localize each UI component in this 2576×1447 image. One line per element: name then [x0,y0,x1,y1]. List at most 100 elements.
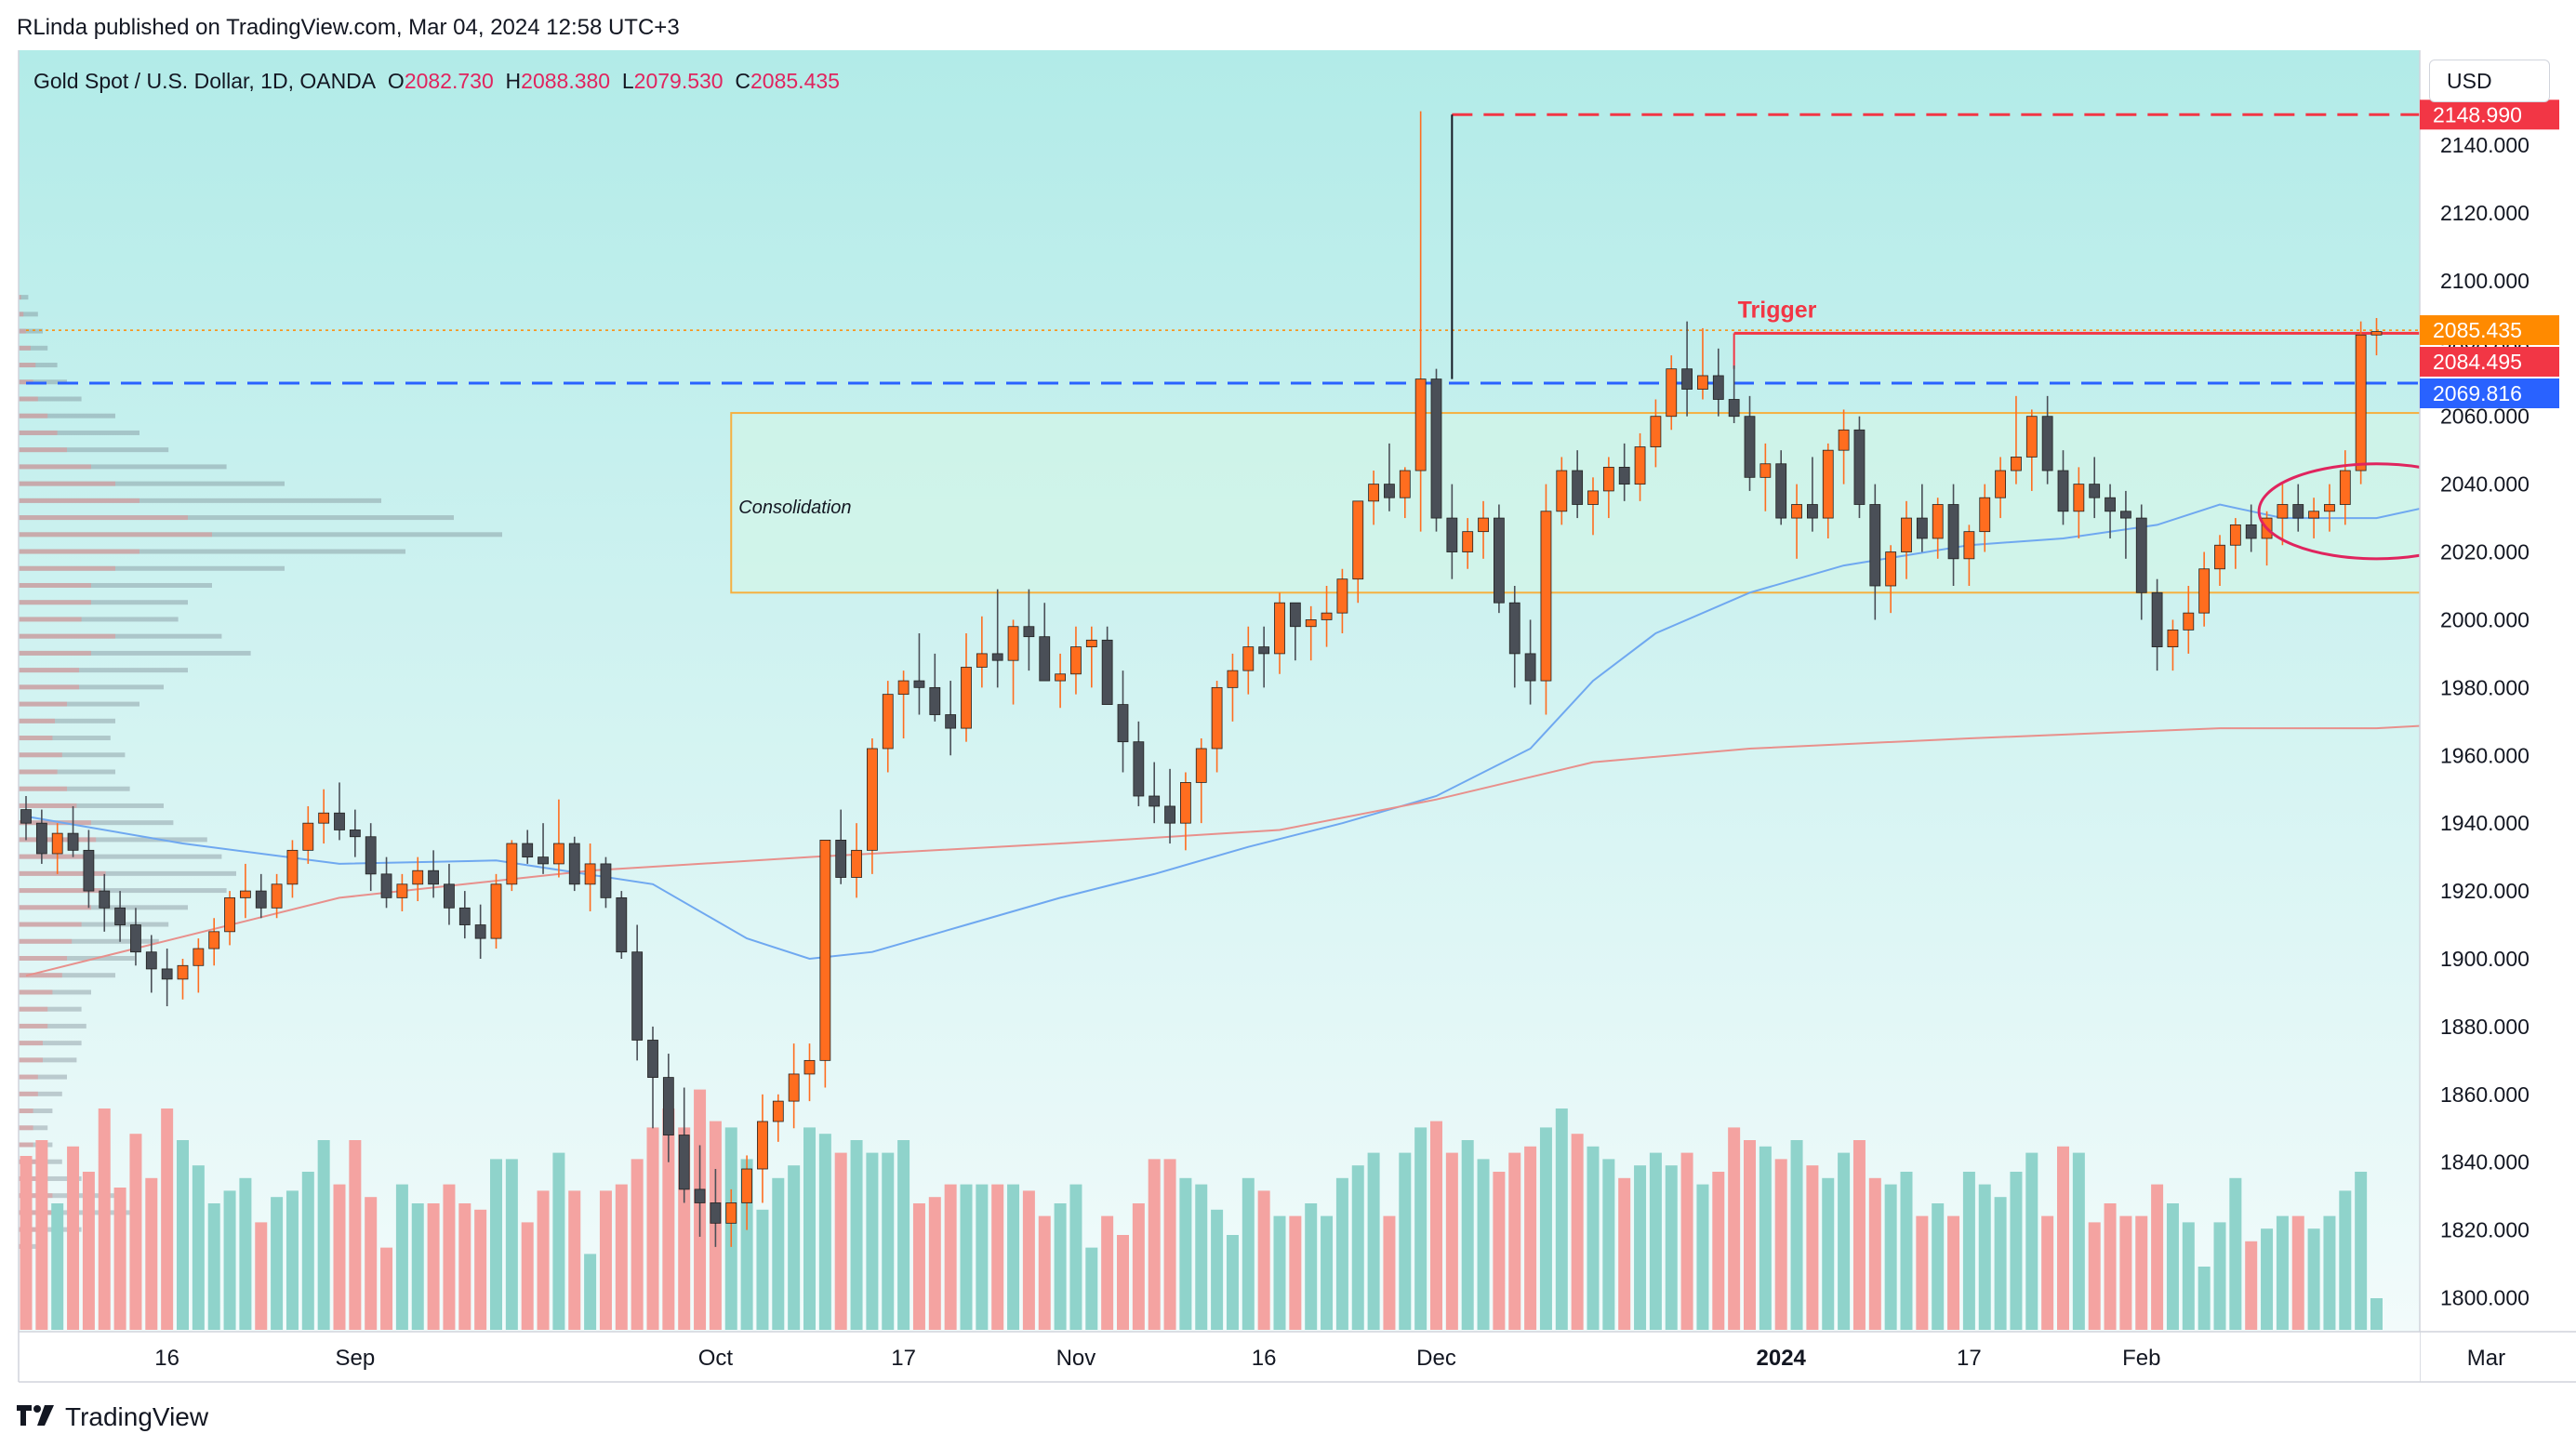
volume-bar [1007,1184,1020,1330]
volume-bar [1587,1146,1600,1330]
volume-bar [2025,1152,2038,1330]
x-tick-label: Nov [1056,1346,1096,1371]
volume-bar [1022,1190,1035,1330]
y-tick-label: 1820.000 [2440,1218,2530,1242]
volume-bar [458,1203,471,1330]
candle-body [145,951,157,970]
currency-button[interactable]: USD [2429,60,2550,102]
candle-body [1681,368,1693,390]
profile-bar [19,1108,53,1114]
volume-bar [1602,1159,1615,1330]
candle-body [803,1059,816,1075]
volume-bar [317,1140,330,1330]
profile-bar-highlight [19,565,115,571]
high-label: H [505,69,522,93]
volume-bar [67,1146,80,1330]
profile-bar [19,515,454,521]
profile-bar-highlight [19,973,62,978]
candle-body [2308,511,2320,519]
candle-body [1305,619,1317,628]
profile-bar [19,295,29,300]
profile-bar-highlight [19,295,21,300]
profile-bar-highlight [19,905,91,910]
profile-bar-highlight [19,820,91,826]
x-tick-label: 2024 [1757,1346,1807,1371]
volume-bar [1508,1152,1521,1330]
profile-bar [19,396,82,402]
volume-bar [1163,1159,1176,1330]
candle-body [1963,531,1975,560]
candle-body [396,883,408,898]
profile-bar [19,769,115,775]
volume-bar [615,1184,628,1330]
candle-body [1822,449,1834,519]
profile-bar [19,668,188,673]
profile-bar [19,312,38,317]
open-label: O [387,69,405,93]
profile-bar [19,803,164,808]
candle-body [991,653,1003,661]
volume-bar [1680,1152,1693,1330]
volume-bar [35,1140,48,1330]
x-tick-label: Oct [698,1346,734,1371]
volume-bar [2010,1172,2023,1330]
profile-bar [19,736,111,741]
price-levels [26,113,2420,385]
trigger-label: Trigger [1738,297,1817,323]
y-tick-label: 2020.000 [2440,540,2530,564]
candle-body [1023,626,1035,638]
consolidation-label: Consolidation [738,498,851,518]
price-label-text: 2085.435 [2433,318,2522,342]
price-label-text: 2148.990 [2433,102,2522,126]
volume-bar [474,1209,487,1330]
candle-body [961,667,972,729]
volume-bar [2041,1215,2054,1330]
volume-bar [395,1184,408,1330]
candle-body [2370,331,2383,336]
candle-body [1916,517,1928,539]
volume-bar [1728,1127,1741,1330]
candle-body [757,1121,768,1170]
tradingview-logo-icon[interactable] [17,1403,54,1432]
volume-bar [1994,1197,2007,1330]
volume-bar [803,1127,816,1330]
profile-bar [19,1193,115,1199]
volume-bar [1978,1184,1991,1330]
profile-bar-highlight [19,1193,53,1199]
publish-header: RLinda published on TradingView.com, Mar… [17,15,680,40]
volume-bar [1211,1209,1224,1330]
candle-body [412,870,424,885]
candle-body [647,1040,658,1078]
volume-bar [521,1222,534,1330]
volume-bar [380,1247,393,1330]
candle-body [1133,741,1145,797]
profile-bar-highlight [19,1091,38,1096]
volume-bar [177,1140,189,1330]
volume-bar [2151,1184,2164,1330]
volume-bar [1117,1235,1129,1330]
profile-bar [19,854,222,859]
profile-bar-highlight [19,1023,48,1029]
candle-body [1869,504,1881,587]
volume-bar [646,1127,659,1330]
volume-bar [1069,1184,1082,1330]
candle-body [177,964,189,980]
candle-body [788,1073,800,1102]
low-value: 2079.530 [633,69,724,93]
brand-name[interactable]: TradingView [65,1402,209,1431]
volume-bar [2104,1203,2117,1330]
volume-bar [2291,1215,2304,1330]
candle-body [1258,646,1270,655]
candle-body [1650,416,1662,447]
volume-bar [1555,1108,1568,1330]
volume-bar [756,1209,769,1330]
candle-body [710,1202,722,1224]
profile-bar-highlight [19,701,67,707]
volume-bar [145,1177,158,1330]
symbol-label[interactable]: Gold Spot / U.S. Dollar, 1D, OANDA [33,69,377,93]
candle-body [271,883,283,909]
ohlc-legend: Gold Spot / U.S. Dollar, 1D, OANDA O 2082… [33,69,840,94]
candle-body [2089,484,2101,498]
candle-body [1414,378,1427,471]
